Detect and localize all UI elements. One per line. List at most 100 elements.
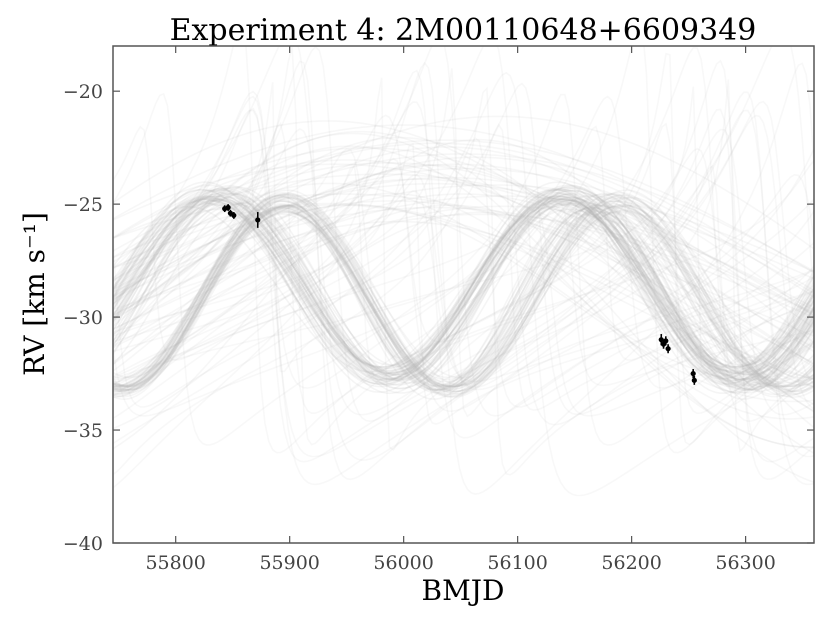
sample-curve xyxy=(113,213,814,387)
sample-curve xyxy=(113,120,814,413)
sample-curve xyxy=(113,186,814,386)
sample-curve xyxy=(113,196,814,381)
sample-curve xyxy=(113,205,814,395)
sample-curve xyxy=(113,202,814,368)
sample-curve xyxy=(113,197,814,370)
sample-curve xyxy=(113,156,814,336)
sample-curve xyxy=(113,200,814,389)
sample-curve xyxy=(113,195,814,373)
sample-curve xyxy=(113,92,814,446)
sample-curve xyxy=(113,68,814,418)
sample-curve xyxy=(113,205,814,397)
sample-curve xyxy=(113,210,814,391)
sample-curve xyxy=(113,196,814,388)
x-tick-label: 56000 xyxy=(373,552,433,574)
sample-curve xyxy=(113,200,814,388)
sample-curve xyxy=(113,204,814,388)
sample-curve xyxy=(113,59,814,481)
sample-curve xyxy=(113,193,814,393)
sample-curve xyxy=(113,77,814,453)
sample-curve xyxy=(113,204,814,379)
sample-curve xyxy=(113,46,814,454)
sample-curve xyxy=(113,142,814,298)
sample-curve xyxy=(113,190,814,383)
sample-curve xyxy=(113,196,814,393)
sample-curve xyxy=(113,195,814,375)
sample-curve xyxy=(113,86,814,476)
sample-curve xyxy=(113,197,814,388)
y-axis-label: RV [km s⁻¹] xyxy=(18,212,51,376)
sample-curve xyxy=(113,147,814,359)
sample-curve xyxy=(113,47,814,446)
sample-curve xyxy=(113,206,814,394)
sample-curve xyxy=(113,203,814,417)
sample-curve xyxy=(113,90,814,486)
sample-curve xyxy=(113,189,814,393)
sample-curve xyxy=(113,192,814,388)
sample-curve xyxy=(113,193,814,349)
sample-curve xyxy=(113,193,814,393)
sample-curve xyxy=(113,125,814,361)
x-axis-ticks: 55800 55900 56000 56100 56200 56300 xyxy=(145,46,776,574)
sample-curve xyxy=(113,124,814,292)
sample-curve xyxy=(113,114,814,413)
sample-curve xyxy=(113,145,814,448)
sample-curve xyxy=(113,206,814,319)
sample-curve xyxy=(113,220,814,388)
sample-curve xyxy=(113,193,814,375)
sample-curve xyxy=(113,204,814,391)
sample-curve xyxy=(113,195,814,401)
sample-curve xyxy=(113,162,814,353)
sample-curve xyxy=(113,204,814,379)
sample-curve xyxy=(113,192,814,376)
sample-curve xyxy=(113,167,814,298)
sample-curve xyxy=(113,187,814,390)
sample-curve xyxy=(113,211,814,430)
sample-curve xyxy=(113,147,814,365)
sample-curve xyxy=(113,184,814,300)
sample-curve xyxy=(113,195,814,382)
sample-curve xyxy=(113,82,814,416)
sample-curve xyxy=(113,197,814,386)
sample-curve xyxy=(113,69,814,439)
y-tick-label: −35 xyxy=(63,420,103,442)
sample-curve xyxy=(113,213,814,330)
sample-curve xyxy=(113,205,814,349)
sample-curve xyxy=(113,146,814,344)
sample-curve xyxy=(113,196,814,386)
posterior-sample-curves xyxy=(113,46,814,497)
x-tick-label: 55900 xyxy=(259,552,319,574)
sample-curve xyxy=(113,137,814,408)
plot-frame xyxy=(112,45,815,544)
sample-curve xyxy=(113,184,814,382)
data-point xyxy=(225,204,231,211)
sample-curve xyxy=(113,189,814,386)
sample-curve xyxy=(113,189,814,395)
sample-curve xyxy=(113,192,814,381)
sample-curve xyxy=(113,138,814,450)
sample-curve xyxy=(113,191,814,380)
sample-curve xyxy=(113,121,814,415)
sample-curve xyxy=(113,181,814,383)
sample-curve xyxy=(113,199,814,366)
sample-curve xyxy=(113,202,814,387)
sample-curve xyxy=(113,164,814,381)
sample-curve xyxy=(113,95,814,389)
x-axis-label: BMJD xyxy=(422,574,505,607)
sample-curve xyxy=(113,187,814,380)
sample-curve xyxy=(113,206,814,392)
sample-curve xyxy=(113,211,814,387)
sample-curve xyxy=(113,198,814,391)
sample-curve xyxy=(113,132,814,449)
sample-curve xyxy=(113,173,814,391)
sample-curve xyxy=(113,139,814,274)
x-tick-label: 56100 xyxy=(487,552,547,574)
data-point xyxy=(658,337,664,343)
sample-curve xyxy=(113,164,814,406)
sample-curve xyxy=(113,61,814,495)
sample-curve xyxy=(113,188,814,385)
sample-curve xyxy=(113,211,814,388)
sample-curve xyxy=(113,130,814,484)
sample-curve xyxy=(113,193,814,398)
